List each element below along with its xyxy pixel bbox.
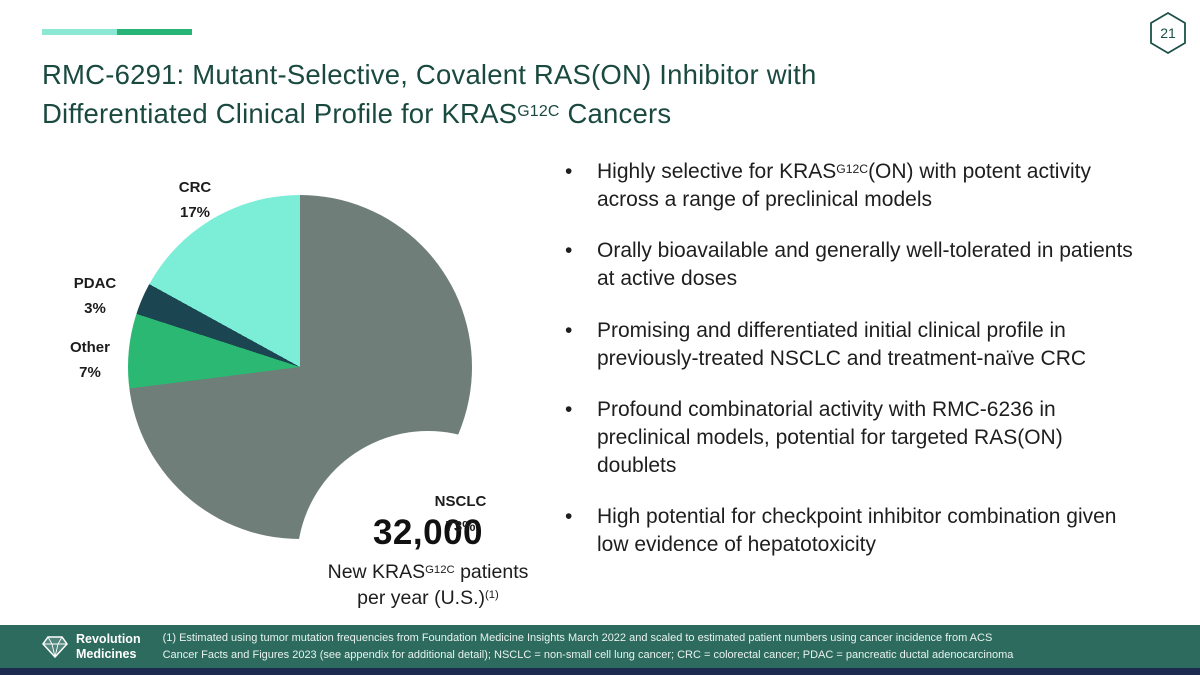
bullet-dot: •	[565, 239, 573, 263]
bottom-accent-strip	[0, 668, 1200, 675]
bullet-dot: •	[565, 318, 573, 342]
slide-title-line2: Differentiated Clinical Profile for KRAS…	[42, 98, 672, 130]
company-logo: Revolution Medicines	[42, 632, 141, 661]
chart-label-pdac: PDAC 3%	[55, 272, 135, 322]
page-number: 21	[1160, 25, 1176, 41]
title-superscript: G12C	[517, 102, 560, 120]
bullet-text-3: Promising and differentiated initial cli…	[597, 318, 1087, 370]
chart-center-label-line1: New KRASG12C patients	[327, 560, 529, 583]
footnote-line2: Cancer Facts and Figures 2023 (see appen…	[162, 648, 1014, 661]
bullet-text-4: Profound combinatorial activity with RMC…	[597, 398, 1063, 477]
bullet-text-1: Highly selective for KRASG12C(ON) with p…	[597, 160, 1091, 211]
chart-center-value: 32,000	[372, 512, 484, 552]
chart-center-label-line2: per year (U.S.)(1)	[357, 586, 499, 609]
chart-label-pdac-pct: 3%	[84, 299, 106, 317]
bullet-dot: •	[565, 160, 573, 183]
bullet-dot: •	[565, 505, 573, 529]
footer-bar: Revolution Medicines (1) Estimated using…	[0, 625, 1200, 668]
chart-label-nsclc-pct: 73%	[445, 517, 476, 535]
chart-label-crc-pct: 17%	[179, 203, 211, 221]
chart-label-nsclc: NSCLC 73%	[413, 490, 508, 540]
chart-label-crc: CRC 17%	[150, 176, 240, 226]
footnote: (1) Estimated using tumor mutation frequ…	[163, 630, 1014, 663]
chart-label-other-name: Other	[69, 339, 110, 356]
donut-chart: 32,000 New KRASG12C patients per year (U…	[128, 195, 559, 675]
bullet-text-5: High potential for checkpoint inhibitor …	[597, 505, 1117, 557]
hexagon-icon: 21	[1150, 11, 1186, 55]
company-logo-text: Revolution Medicines	[76, 632, 141, 661]
chart-label-crc-name: CRC	[178, 179, 212, 196]
gem-icon	[42, 635, 68, 658]
bullet-item-4: • Profound combinatorial activity with R…	[565, 396, 1143, 479]
footnote-line1: (1) Estimated using tumor mutation frequ…	[162, 632, 993, 644]
chart-label-other-pct: 7%	[79, 363, 101, 381]
accent-bar-teal-segment	[42, 29, 117, 35]
slide-title: RMC-6291: Mutant-Selective, Covalent RAS…	[42, 55, 1022, 133]
bullet-item-5: • High potential for checkpoint inhibito…	[565, 503, 1143, 558]
logo-line1: Revolution	[76, 632, 141, 647]
bullet-item-2: • Orally bioavailable and generally well…	[565, 237, 1143, 292]
bullet-dot: •	[565, 398, 573, 422]
chart-center-label: New KRASG12C patients per year (U.S.)(1)	[328, 560, 529, 611]
bullet-item-3: • Promising and differentiated initial c…	[565, 317, 1143, 372]
page-number-badge: 21	[1146, 10, 1190, 56]
accent-bar-green-segment	[117, 29, 192, 35]
chart-label-pdac-name: PDAC	[73, 275, 117, 292]
slide-title-line1: RMC-6291: Mutant-Selective, Covalent RAS…	[42, 59, 817, 90]
chart-label-nsclc-name: NSCLC	[434, 493, 487, 510]
bullet-item-1: • Highly selective for KRASG12C(ON) with…	[565, 158, 1143, 213]
bullet-text-2: Orally bioavailable and generally well-t…	[597, 239, 1133, 291]
bullet-list: • Highly selective for KRASG12C(ON) with…	[565, 158, 1143, 583]
logo-line2: Medicines	[76, 646, 137, 661]
accent-bar	[42, 29, 192, 35]
chart-label-other: Other 7%	[50, 336, 130, 386]
